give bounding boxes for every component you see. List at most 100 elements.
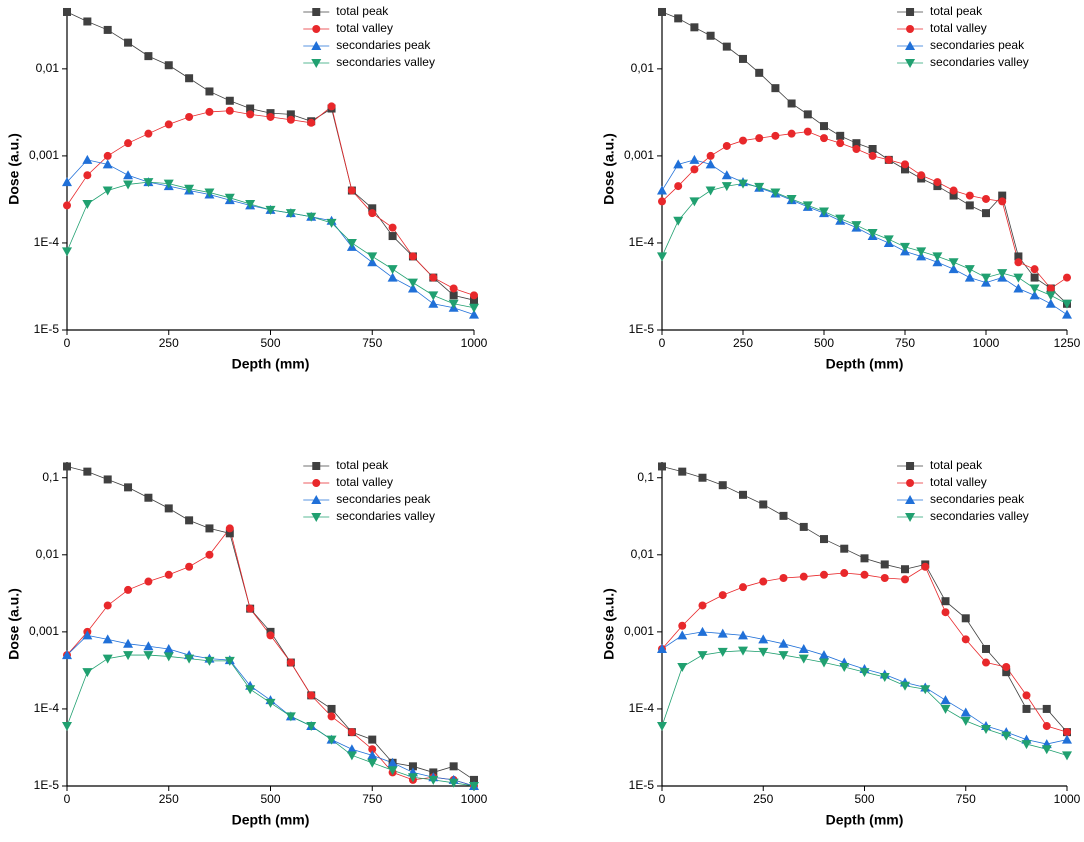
marker	[718, 591, 727, 600]
marker	[327, 712, 336, 721]
marker	[347, 728, 356, 737]
marker	[674, 14, 683, 23]
marker	[883, 235, 894, 245]
marker	[82, 154, 93, 164]
marker	[205, 87, 214, 96]
marker	[901, 575, 909, 584]
marker	[429, 273, 438, 282]
marker	[949, 186, 958, 195]
y-tick-label: 1E-4	[34, 701, 60, 715]
marker	[839, 663, 850, 673]
marker	[470, 775, 478, 784]
marker	[657, 252, 667, 262]
panel: 0 250 500 750 1000 1250 1E-5 1E-4 0,001 0,01 Depth…	[601, 4, 1081, 372]
marker	[326, 735, 337, 745]
marker	[860, 570, 869, 579]
marker	[143, 651, 154, 661]
marker	[867, 229, 878, 239]
marker	[184, 184, 195, 194]
marker	[982, 194, 990, 203]
marker	[981, 724, 991, 734]
legend-label: total valley	[336, 21, 393, 35]
marker	[103, 25, 112, 34]
marker	[803, 127, 812, 136]
marker	[739, 136, 747, 145]
x-tick-label: 0	[64, 336, 71, 350]
marker	[819, 650, 829, 660]
marker	[674, 182, 683, 191]
marker	[63, 201, 71, 210]
marker	[82, 200, 93, 210]
y-tick-label: 0,01	[631, 61, 655, 75]
marker	[407, 773, 418, 783]
marker	[327, 704, 336, 713]
marker	[63, 7, 71, 16]
marker	[449, 762, 458, 771]
x-tick-label: 750	[956, 792, 976, 806]
marker	[164, 120, 173, 129]
marker	[771, 84, 780, 93]
marker	[367, 257, 378, 267]
marker	[1029, 290, 1040, 300]
y-tick-label: 1E-5	[34, 778, 60, 792]
marker	[144, 129, 153, 138]
x-tick-label: 0	[64, 792, 71, 806]
marker	[164, 61, 173, 70]
marker	[368, 204, 377, 213]
marker	[880, 573, 889, 582]
marker	[820, 122, 828, 131]
marker	[738, 179, 748, 189]
y-tick-label: 0,01	[631, 547, 655, 561]
marker	[879, 672, 890, 682]
y-tick-label: 1E-5	[629, 778, 655, 792]
marker	[852, 139, 861, 148]
marker	[311, 41, 322, 50]
marker	[835, 214, 846, 224]
marker	[470, 296, 478, 305]
marker	[1045, 298, 1056, 308]
marker	[1002, 668, 1011, 677]
x-axis-label: Depth (mm)	[232, 356, 310, 372]
legend-label: total valley	[930, 21, 987, 35]
marker	[964, 265, 975, 275]
marker	[754, 182, 765, 192]
legend-label: total valley	[930, 475, 987, 489]
marker	[1046, 284, 1055, 293]
marker	[388, 232, 397, 241]
marker	[124, 38, 133, 47]
marker	[83, 17, 92, 26]
marker	[678, 467, 687, 476]
x-tick-label: 500	[814, 336, 834, 350]
marker	[123, 170, 134, 180]
marker	[1041, 745, 1052, 755]
marker	[905, 41, 916, 50]
marker	[868, 151, 877, 160]
marker	[387, 766, 398, 776]
marker	[143, 641, 154, 651]
legend-label: total peak	[930, 458, 983, 472]
marker	[738, 630, 748, 640]
legend-label: secondaries valley	[930, 55, 1029, 69]
panel: 0 250 500 750 1000 1E-5 1E-4 0,001 0,01 0,1 Depth …	[6, 458, 488, 828]
marker	[755, 68, 764, 77]
marker	[803, 110, 812, 119]
marker	[1063, 273, 1071, 282]
marker	[123, 180, 134, 190]
marker	[859, 668, 870, 678]
marker	[1045, 291, 1056, 301]
marker	[185, 112, 194, 121]
marker	[657, 722, 667, 732]
marker	[306, 722, 317, 732]
marker	[689, 197, 700, 207]
marker	[941, 597, 950, 606]
y-tick-label: 1E-5	[34, 322, 60, 336]
marker	[860, 554, 869, 563]
marker	[245, 685, 256, 695]
marker	[448, 778, 459, 788]
y-tick-label: 0,001	[29, 624, 59, 638]
marker	[123, 651, 134, 661]
marker	[852, 145, 861, 154]
marker	[998, 197, 1007, 206]
marker	[82, 630, 93, 640]
